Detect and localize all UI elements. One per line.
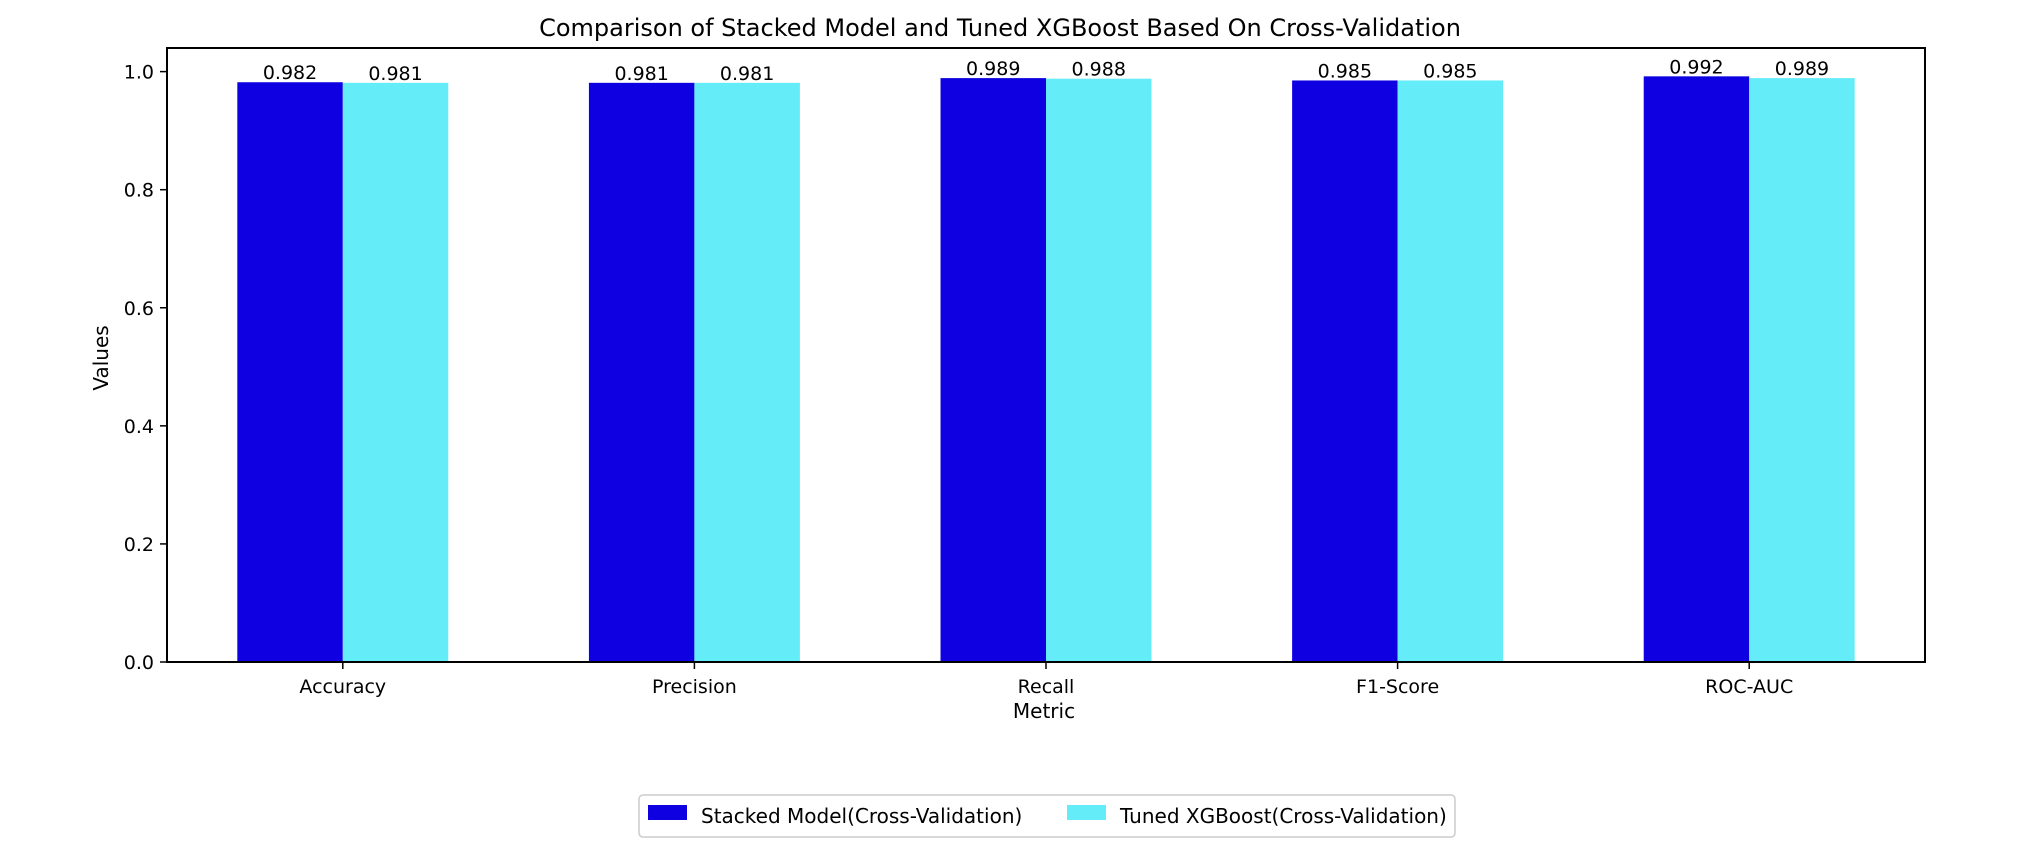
x-tick-label: Precision bbox=[652, 676, 737, 698]
y-tick-label: 0.0 bbox=[124, 652, 154, 674]
y-tick-label: 1.0 bbox=[124, 62, 154, 84]
plot-area: 0.982 0.981 0.989 0.985 0.992 0.981 0.981 0.988… bbox=[166, 47, 1926, 663]
legend-swatch-tuned-xgboost bbox=[1067, 805, 1106, 820]
bar-tuned-xgboost-recall bbox=[1046, 78, 1152, 662]
data-label: 0.989 bbox=[966, 58, 1020, 80]
data-label: 0.989 bbox=[1775, 58, 1829, 80]
x-tick-label: Recall bbox=[1018, 676, 1075, 698]
bar-stacked-model-recall bbox=[940, 78, 1046, 662]
bar-stacked-model-roc-auc bbox=[1643, 76, 1750, 663]
bar-tuned-xgboost-accuracy bbox=[342, 82, 449, 662]
data-label: 0.981 bbox=[614, 63, 668, 85]
legend-label-stacked-model: Stacked Model(Cross-Validation) bbox=[701, 804, 1022, 828]
data-label: 0.992 bbox=[1669, 56, 1723, 78]
y-axis-label: Values bbox=[89, 325, 113, 390]
bar-tuned-xgboost-f1-score bbox=[1397, 80, 1504, 663]
data-label: 0.981 bbox=[720, 63, 774, 85]
x-tick-label: ROC-AUC bbox=[1705, 676, 1793, 698]
x-tick-label: Accuracy bbox=[299, 676, 386, 698]
bar-stacked-model-accuracy bbox=[237, 82, 343, 662]
data-label: 0.982 bbox=[263, 62, 317, 84]
bar-tuned-xgboost-roc-auc bbox=[1749, 78, 1855, 662]
data-label: 0.985 bbox=[1423, 60, 1477, 82]
data-label: 0.981 bbox=[368, 63, 422, 85]
x-tick-label: F1-Score bbox=[1356, 676, 1439, 698]
legend: Stacked Model(Cross-Validation) Tuned XG… bbox=[638, 794, 1456, 838]
x-axis-label: Metric bbox=[1013, 699, 1075, 723]
data-label: 0.988 bbox=[1072, 59, 1126, 81]
y-tick-label: 0.4 bbox=[124, 416, 154, 438]
data-label: 0.985 bbox=[1318, 60, 1372, 82]
legend-label-tuned-xgboost: Tuned XGBoost(Cross-Validation) bbox=[1119, 804, 1447, 828]
y-tick-label: 0.2 bbox=[124, 534, 154, 556]
x-axis: Accuracy Precision Recall F1-Score ROC-AUC bbox=[299, 662, 1793, 698]
bar-stacked-model-f1-score bbox=[1292, 80, 1398, 663]
chart-title: Comparison of Stacked Model and Tuned XG… bbox=[539, 14, 1461, 42]
bar-stacked-model-precision bbox=[588, 82, 695, 662]
y-tick-label: 0.6 bbox=[124, 298, 154, 320]
legend-swatch-stacked-model bbox=[648, 805, 687, 820]
legend-box bbox=[638, 794, 1456, 838]
y-axis: 0.0 0.2 0.4 0.6 0.8 1.0 bbox=[124, 62, 167, 674]
bar-tuned-xgboost-precision bbox=[694, 82, 800, 662]
y-tick-label: 0.8 bbox=[124, 180, 154, 202]
